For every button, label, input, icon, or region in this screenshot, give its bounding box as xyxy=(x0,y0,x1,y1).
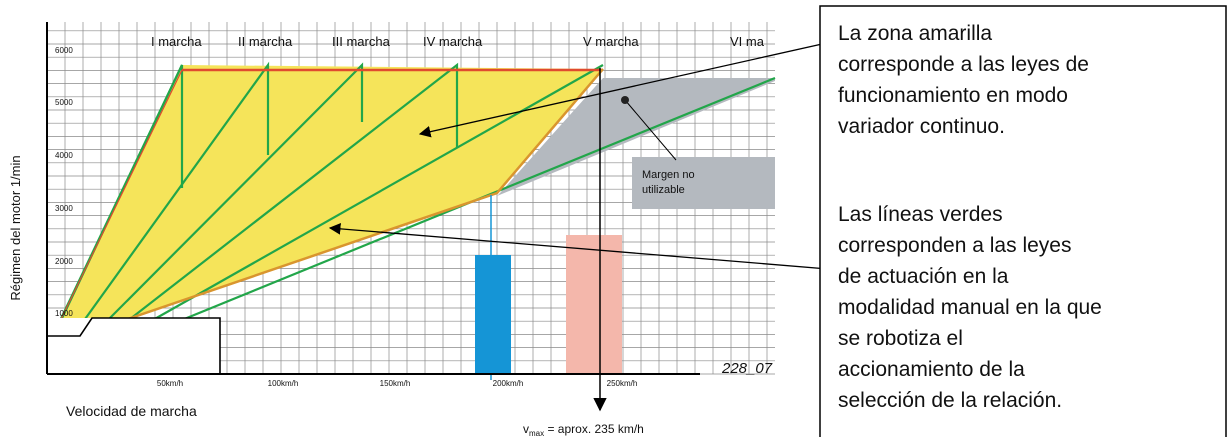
margin-note-line-2: utilizable xyxy=(642,184,685,196)
x-tick-label: 150km/h xyxy=(380,379,411,388)
x-tick-label: 200km/h xyxy=(493,379,524,388)
y-axis-label: Régimen del motor 1/min xyxy=(8,155,23,300)
explanation-line: accionamiento de la xyxy=(838,358,1025,381)
gear-label: IV marcha xyxy=(423,34,483,49)
margin-pointer xyxy=(624,99,677,161)
x-tick-label: 50km/h xyxy=(157,379,183,388)
pink-bar xyxy=(566,235,622,373)
x-axis-label: Velocidad de marcha xyxy=(66,403,197,419)
y-tick-label: 1000 xyxy=(55,309,73,318)
margin-note-line-1: Margen no xyxy=(642,169,695,181)
blue-bar xyxy=(475,255,511,373)
explanation-line: La zona amarilla xyxy=(838,22,992,45)
gear-label: II marcha xyxy=(238,34,293,49)
gear-label: I marcha xyxy=(151,34,202,49)
y-tick-label: 4000 xyxy=(55,151,73,160)
explanation-line: variador continuo. xyxy=(838,115,1005,138)
y-tick-label: 2000 xyxy=(55,257,73,266)
zone-lower-edge xyxy=(89,68,604,334)
explanation-box xyxy=(819,5,1227,437)
y-tick-label: 5000 xyxy=(55,98,73,107)
gear-label: III marcha xyxy=(332,34,391,49)
explanation-line: de actuación en la xyxy=(838,265,1009,288)
x-tick-label: 250km/h xyxy=(607,379,638,388)
explanation-line: se robotiza el xyxy=(838,327,963,350)
red-diagonal xyxy=(46,69,183,349)
gear-labels: I marcha II marcha III marcha IV marcha V ma… xyxy=(151,34,765,49)
explanation-text: La zona amarilla corresponde a las leyes … xyxy=(838,22,1102,412)
y-tick-label: 3000 xyxy=(55,204,73,213)
y-ticks: 1000 2000 3000 4000 5000 6000 xyxy=(55,46,73,318)
explanation-line: corresponde a las leyes de xyxy=(838,53,1089,76)
continuous-variator-zone xyxy=(47,65,603,348)
y-tick-label: 6000 xyxy=(55,46,73,55)
x-ticks: 50km/h 100km/h 150km/h 200km/h 250km/h xyxy=(157,379,637,388)
low-speed-box-outline xyxy=(47,317,221,373)
green-lines-arrow xyxy=(328,223,841,271)
vmax-label: vmax = aprox. 235 km/h xyxy=(523,422,644,437)
margin-dot xyxy=(621,96,629,104)
explanation-line: Las líneas verdes xyxy=(838,203,1003,226)
gear-label: VI ma xyxy=(730,34,765,49)
low-speed-box xyxy=(47,318,220,373)
figure-reference: 228_07 xyxy=(721,360,773,377)
gear-label: V marcha xyxy=(583,34,639,49)
yellow-zone-arrow xyxy=(418,39,841,138)
explanation-line: corresponden a las leyes xyxy=(838,234,1071,257)
x-tick-label: 100km/h xyxy=(268,379,299,388)
margin-note-box xyxy=(632,157,775,209)
explanation-line: funcionamiento en modo xyxy=(838,84,1068,107)
explanation-line: modalidad manual en la que xyxy=(838,296,1102,319)
explanation-line: selección de la relación. xyxy=(838,389,1062,412)
